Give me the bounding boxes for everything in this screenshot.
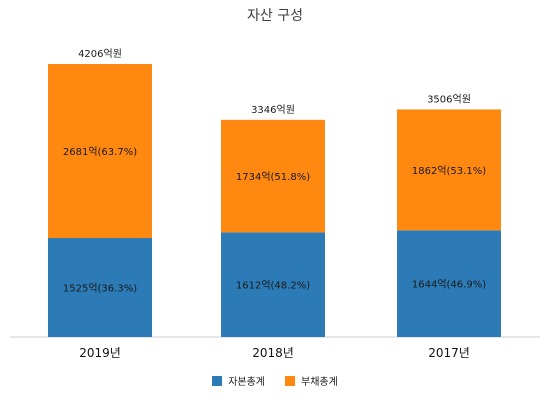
bar-liabilities-2 (397, 109, 501, 231)
data-label-equity-0: 1525억(36.3%) (63, 283, 137, 295)
bar-equity-1 (221, 232, 325, 337)
bar-equity-2 (397, 230, 501, 337)
bar-equity-0 (48, 238, 152, 337)
total-label-1: 3346억원 (251, 104, 295, 116)
legend-label-equity: 자본총계 (228, 377, 265, 388)
bar-liabilities-1 (221, 119, 325, 233)
total-label-2: 3506억원 (427, 93, 471, 105)
data-label-liabilities-0: 2681억(63.7%) (63, 146, 137, 158)
total-label-0: 4206억원 (78, 48, 122, 60)
legend-swatch-liabilities (285, 375, 295, 386)
legend-item-liabilities: 부채총계 (285, 373, 338, 388)
data-label-equity-2: 1644억(46.9%) (412, 279, 486, 291)
chart-title: 자산 구성 (247, 8, 303, 24)
data-label-liabilities-2: 1862억(53.1%) (412, 165, 486, 177)
bar-liabilities-0 (48, 64, 152, 239)
legend-swatch-equity (212, 375, 223, 386)
legend-label-liabilities: 부채총계 (301, 377, 338, 388)
x-tick-label-0: 2019년 (79, 346, 121, 360)
data-label-liabilities-1: 1734억(51.8%) (236, 171, 310, 183)
legend: 자본총계 부채총계 (0, 373, 550, 388)
x-tick-label-1: 2018년 (252, 346, 294, 360)
x-tick-label-2: 2017년 (428, 346, 470, 360)
data-label-equity-1: 1612억(48.2%) (236, 280, 310, 292)
legend-item-equity: 자본총계 (212, 373, 265, 388)
